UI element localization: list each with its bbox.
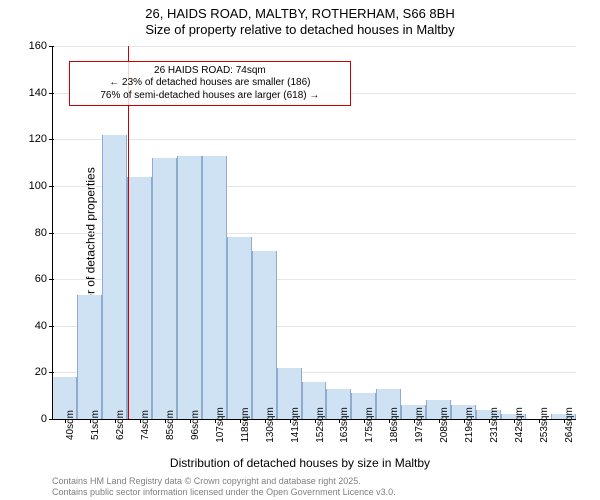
title-block: 26, HAIDS ROAD, MALTBY, ROTHERHAM, S66 8… (0, 0, 600, 39)
x-tick-label: 208sqm (439, 407, 450, 443)
annotation-line: ← 23% of detached houses are smaller (18… (76, 77, 344, 90)
x-tick-label: 175sqm (364, 407, 375, 443)
x-tick-label: 242sqm (514, 407, 525, 443)
y-tick: 40 (13, 320, 53, 332)
bar (77, 295, 102, 419)
x-tick-label: 219sqm (464, 407, 475, 443)
y-tick: 100 (13, 180, 53, 192)
bar (202, 156, 227, 419)
annotation-line: 76% of semi-detached houses are larger (… (76, 90, 344, 103)
y-tick: 0 (13, 413, 53, 425)
annotation-line: 26 HAIDS ROAD: 74sqm (76, 65, 344, 78)
x-tick-label: 197sqm (414, 407, 425, 443)
footer-line1: Contains HM Land Registry data © Crown c… (52, 476, 396, 487)
x-tick-label: 118sqm (240, 408, 251, 443)
x-tick-label: 231sqm (489, 407, 500, 443)
bar (127, 177, 152, 419)
x-tick-label: 141sqm (290, 407, 301, 443)
y-tick: 20 (13, 366, 53, 378)
x-tick-label: 74sqm (140, 410, 151, 440)
x-tick-label: 186sqm (389, 407, 400, 443)
x-tick-label: 62sqm (115, 410, 126, 440)
chart-container: 26, HAIDS ROAD, MALTBY, ROTHERHAM, S66 8… (0, 0, 600, 500)
x-tick-label: 264sqm (564, 407, 575, 443)
x-tick-label: 152sqm (315, 407, 326, 443)
bar (227, 237, 252, 419)
annotation-box: 26 HAIDS ROAD: 74sqm← 23% of detached ho… (69, 61, 351, 107)
title-address: 26, HAIDS ROAD, MALTBY, ROTHERHAM, S66 8… (0, 6, 600, 22)
y-tick: 120 (13, 133, 53, 145)
x-axis-label: Distribution of detached houses by size … (0, 456, 600, 470)
bar (152, 158, 177, 419)
y-tick: 160 (13, 40, 53, 52)
x-tick-label: 40sqm (65, 410, 76, 440)
y-tick: 80 (13, 227, 53, 239)
x-tick-label: 96sqm (190, 410, 201, 440)
bar (252, 251, 277, 419)
x-tick-label: 163sqm (339, 407, 350, 443)
plot-area: 02040608010012014016040sqm51sqm62sqm74sq… (52, 46, 576, 420)
x-tick-label: 253sqm (539, 407, 550, 443)
y-tick: 60 (13, 273, 53, 285)
y-tick: 140 (13, 87, 53, 99)
footer-attribution: Contains HM Land Registry data © Crown c… (52, 476, 396, 498)
bar (102, 135, 127, 419)
x-tick-label: 85sqm (165, 410, 176, 440)
footer-line2: Contains public sector information licen… (52, 487, 396, 498)
bar (177, 156, 202, 419)
x-tick-label: 107sqm (215, 407, 226, 443)
title-subtitle: Size of property relative to detached ho… (0, 22, 600, 38)
x-tick-label: 51sqm (90, 410, 101, 440)
x-tick-label: 130sqm (265, 407, 276, 443)
